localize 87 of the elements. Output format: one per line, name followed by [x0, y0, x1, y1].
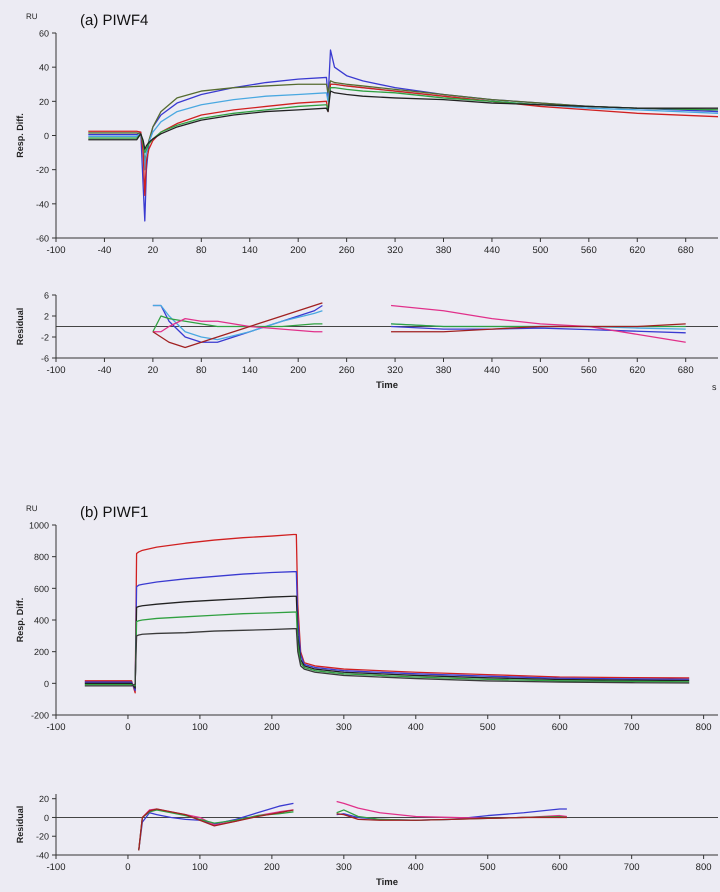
y-tick-label: 200	[34, 647, 49, 658]
x-tick-label: 800	[696, 722, 712, 733]
y-axis-title: Resp. Diff.	[15, 113, 25, 158]
x-tick-label: -100	[46, 862, 66, 873]
y-tick-label: -40	[36, 199, 49, 210]
line-series	[84, 571, 690, 692]
x-tick-label: 320	[387, 245, 404, 256]
y-tick-label: -60	[36, 234, 49, 244]
chart-title: (b) PIWF1	[80, 504, 148, 521]
x-tick-label: 20	[148, 245, 158, 256]
x-axis-title: Time	[376, 380, 398, 391]
y-tick-label: 0	[44, 131, 49, 141]
x-tick-label: 200	[290, 365, 306, 376]
x-tick-label: 200	[290, 245, 306, 256]
x-tick-label: 700	[624, 722, 640, 733]
y-axis-title: Resp. Diff.	[15, 598, 25, 642]
y-tick-label: 40	[38, 62, 49, 73]
x-tick-label: 200	[264, 862, 280, 873]
line-series	[84, 596, 690, 689]
y-tick-label: 2	[44, 312, 49, 322]
x-tick-label: 380	[436, 245, 452, 256]
x-tick-label: 300	[336, 862, 352, 873]
x-tick-label: 500	[532, 365, 548, 376]
x-tick-label: -100	[46, 722, 66, 733]
x-tick-label: 560	[580, 365, 597, 376]
x-axis-title: Time	[376, 877, 398, 888]
y-axis-title: Residual	[15, 308, 25, 346]
x-tick-label: 440	[484, 365, 500, 376]
y-tick-label: -20	[36, 832, 49, 842]
x-tick-label: 620	[629, 365, 646, 376]
x-tick-label: 500	[480, 862, 496, 873]
text: s	[712, 382, 717, 392]
x-tick-label: 260	[338, 365, 355, 376]
y-tick-label: -20	[36, 165, 49, 176]
line-series	[84, 611, 690, 686]
x-tick-label: 400	[408, 722, 424, 733]
y-tick-label: 0	[44, 812, 49, 823]
x-tick-label: 700	[624, 862, 640, 873]
x-tick-label: 500	[532, 245, 548, 256]
x-tick-label: 100	[192, 722, 208, 733]
x-tick-label: 560	[580, 245, 597, 256]
x-tick-label: -40	[98, 365, 112, 376]
x-tick-label: 380	[436, 365, 452, 376]
x-tick-label: 500	[480, 722, 496, 733]
x-tick-label: 100	[192, 862, 208, 873]
y-tick-label: 400	[34, 616, 49, 626]
x-tick-label: 260	[338, 245, 355, 256]
text: RU	[26, 12, 38, 21]
y-tick-label: 0	[44, 678, 49, 689]
y-tick-label: -6	[40, 354, 49, 364]
x-tick-label: -100	[46, 245, 66, 256]
y-tick-label: 600	[34, 584, 49, 594]
x-tick-label: 300	[336, 722, 352, 733]
x-tick-label: 440	[484, 245, 500, 256]
x-tick-label: 320	[387, 365, 404, 376]
text: RU	[26, 504, 38, 513]
y-axis-title: Residual	[15, 806, 25, 844]
x-tick-label: 600	[552, 862, 568, 873]
x-tick-label: 600	[552, 722, 568, 733]
line-series	[84, 628, 690, 687]
y-tick-label: 800	[34, 552, 49, 562]
x-tick-label: 140	[242, 365, 258, 376]
x-tick-label: 400	[408, 862, 424, 873]
line-series	[88, 84, 719, 196]
x-tick-label: 80	[196, 365, 207, 376]
y-tick-label: -40	[36, 850, 49, 860]
y-tick-label: 1000	[28, 520, 49, 530]
x-tick-label: 800	[696, 862, 712, 873]
x-tick-label: 0	[125, 862, 131, 873]
chart-title: (a) PIWF4	[80, 12, 148, 29]
line-series	[84, 534, 690, 694]
y-tick-label: 6	[44, 290, 49, 300]
x-tick-label: 20	[148, 365, 158, 376]
x-tick-label: -40	[98, 245, 112, 256]
x-tick-label: 680	[678, 245, 694, 256]
x-tick-label: 200	[264, 722, 280, 733]
x-tick-label: 680	[678, 365, 694, 376]
y-tick-label: 60	[38, 28, 49, 38]
x-tick-label: 140	[242, 245, 258, 256]
y-tick-label: 20	[38, 794, 49, 804]
x-tick-label: 0	[125, 722, 131, 733]
x-tick-label: 80	[196, 245, 207, 256]
x-tick-label: 620	[629, 245, 646, 256]
x-tick-label: -100	[46, 365, 66, 376]
y-tick-label: -200	[30, 710, 49, 720]
y-tick-label: 20	[38, 96, 49, 107]
y-tick-label: -2	[40, 332, 49, 342]
